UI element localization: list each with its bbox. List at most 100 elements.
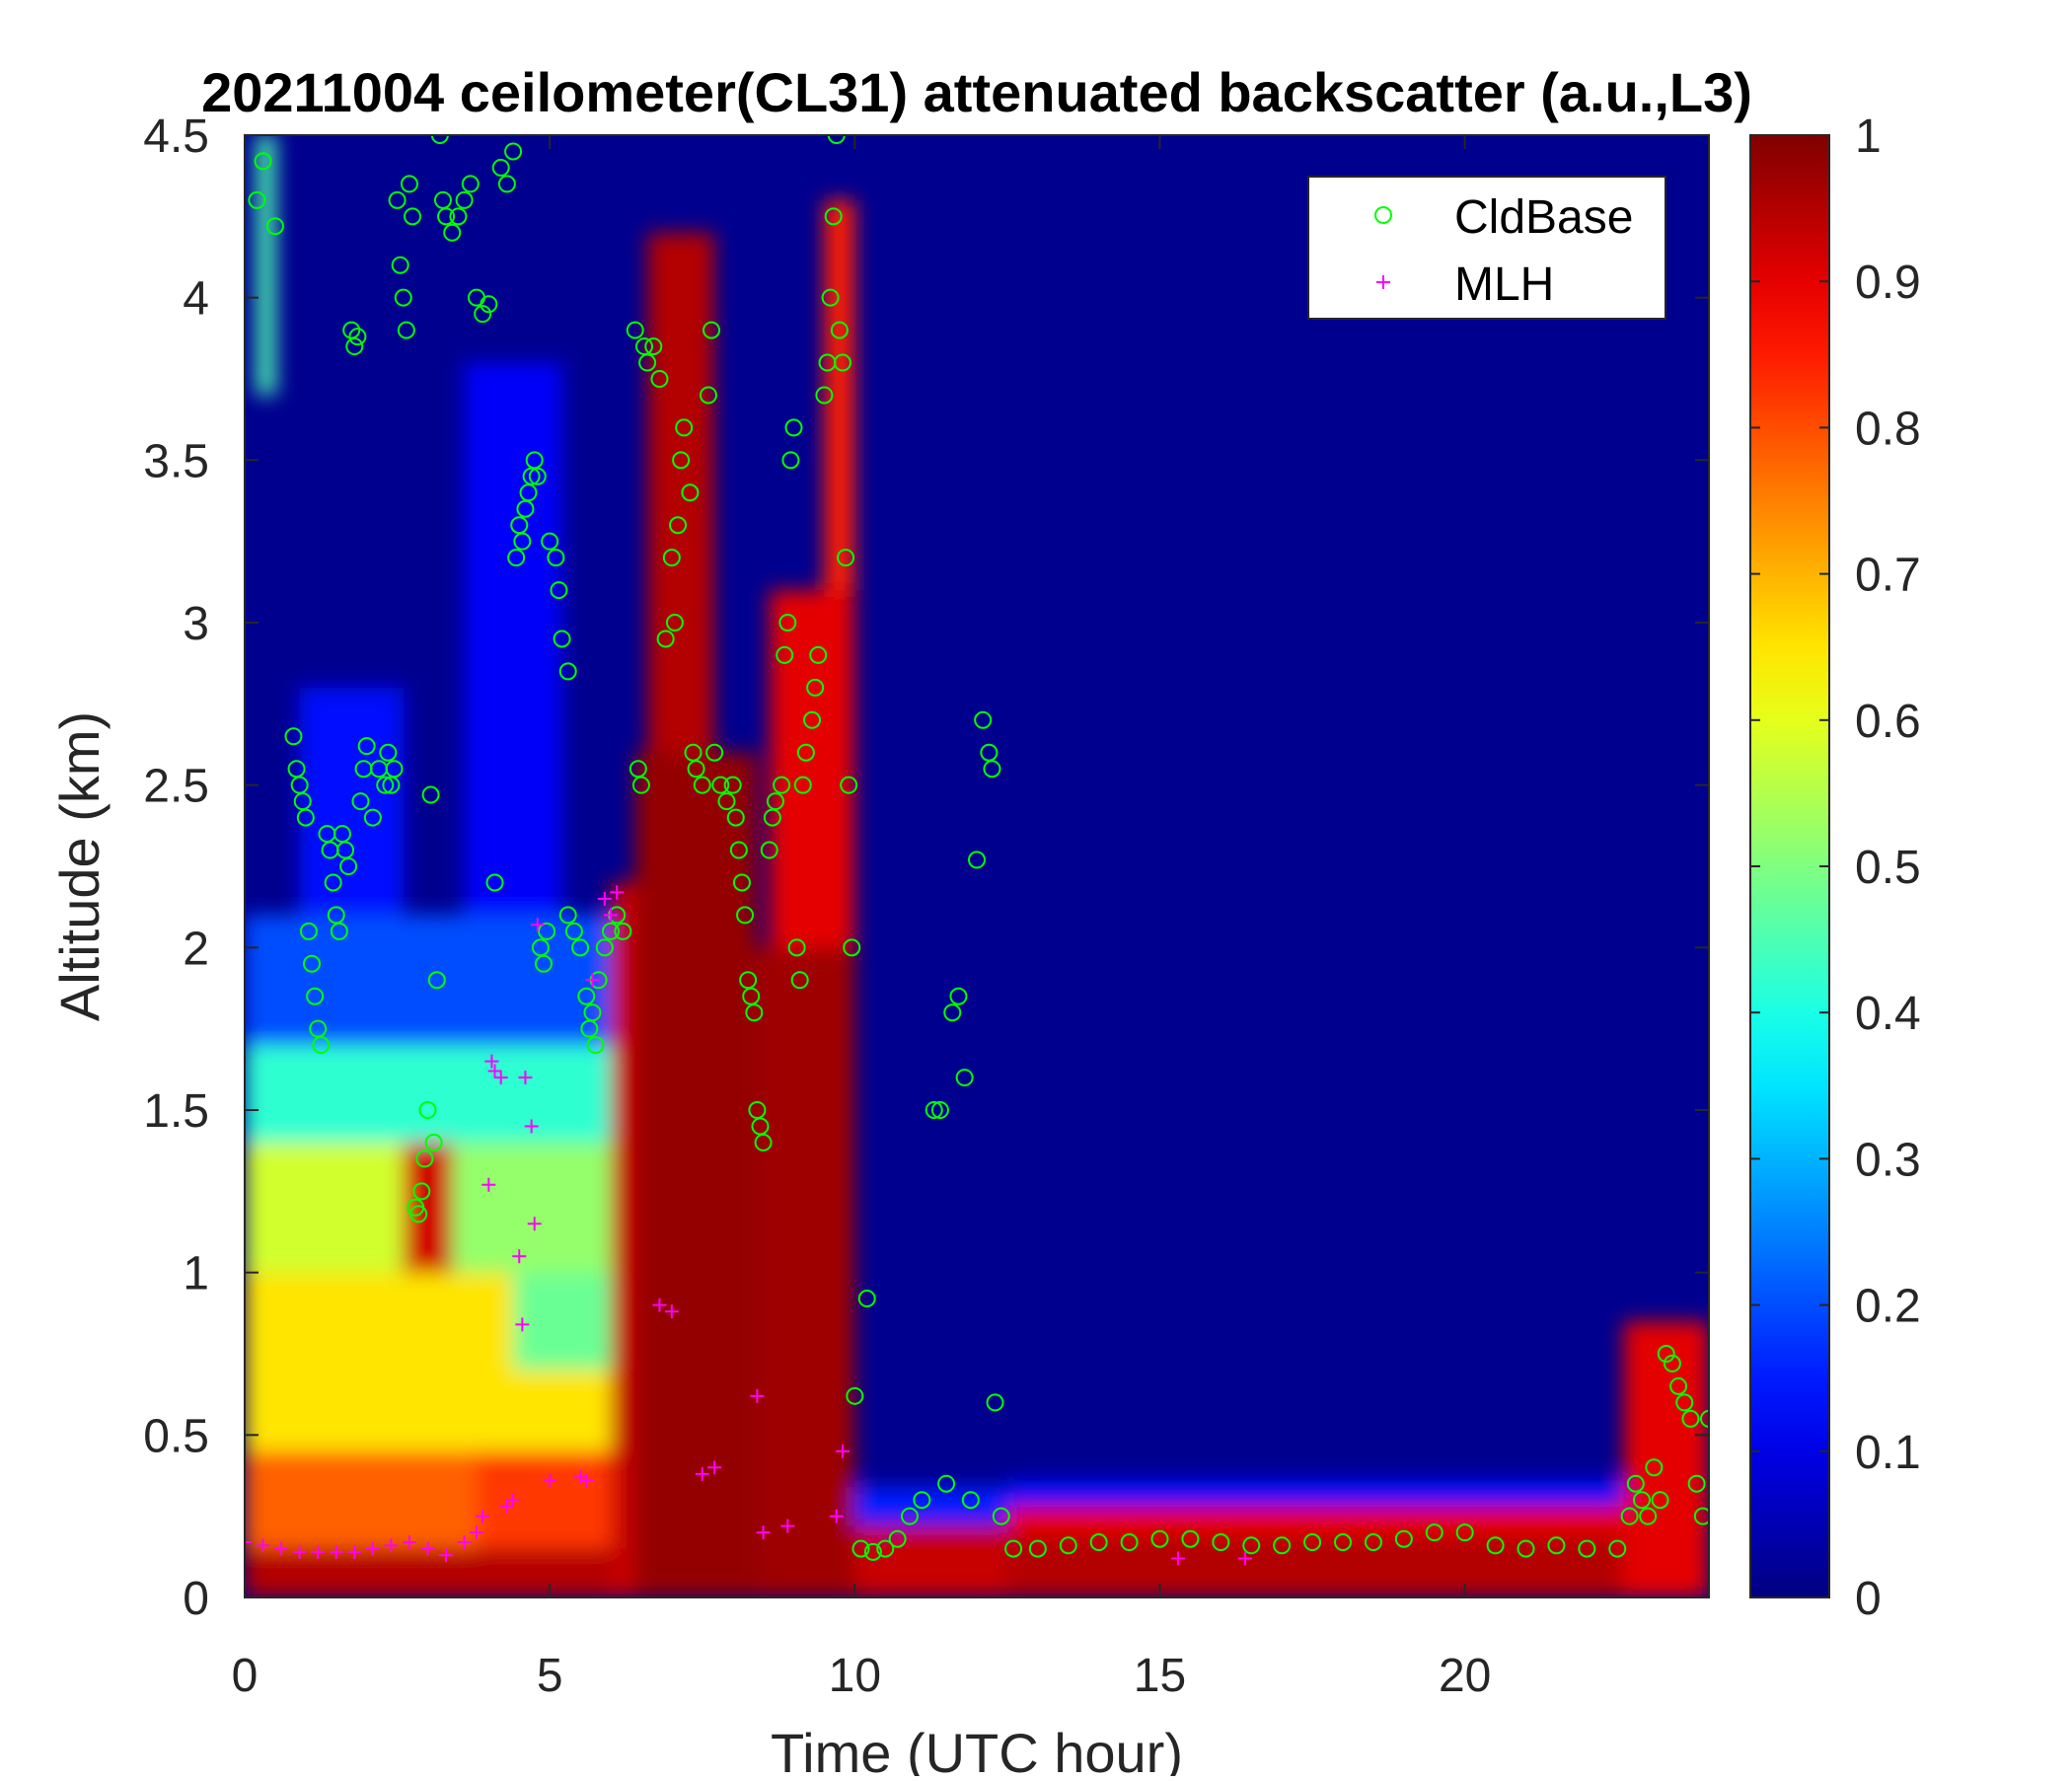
x-tick-label: 0	[232, 1650, 259, 1702]
mlh-point	[664, 1304, 679, 1319]
cldbase-point	[412, 1182, 431, 1201]
plot-frame	[244, 134, 1710, 1598]
mlh-point	[750, 1388, 765, 1403]
cldbase-point	[776, 645, 794, 664]
mlh-point	[597, 891, 612, 906]
cldbase-point	[635, 337, 654, 356]
cldbase-point	[394, 288, 412, 307]
cldbase-point	[404, 207, 422, 226]
heatmap-cell-24	[1623, 1321, 1709, 1597]
mlh-point	[512, 1249, 527, 1264]
cldbase-point	[583, 1003, 602, 1022]
cldbase-point	[433, 190, 452, 209]
cldbase-point	[531, 938, 550, 957]
mlh-point	[707, 1460, 722, 1475]
colorbar-ticks: 0 0.1 0.2 0.3 0.4 0.5 0.6 0.7 0.8 0.9 1	[1750, 111, 1921, 1625]
legend-cldbase-marker	[1374, 206, 1392, 224]
cldbase-point	[558, 662, 577, 681]
cldbase-point	[684, 743, 703, 762]
cldbase-point	[699, 386, 717, 405]
cldbase-point	[723, 776, 742, 794]
x-axis: 0 5 10 15 20	[232, 135, 1491, 1702]
cldbase-point	[830, 321, 849, 339]
cldbase-point	[968, 851, 986, 869]
cldbase-point	[1455, 1523, 1474, 1542]
mlh-series	[245, 885, 1253, 1566]
cldbase-point	[806, 678, 825, 697]
cldbase-point	[1181, 1529, 1200, 1548]
cldbase-point	[638, 353, 657, 372]
cldbase-point	[1303, 1533, 1322, 1552]
cldbase-point	[732, 873, 751, 892]
cldbase-point	[351, 792, 370, 811]
cldbase-point	[513, 532, 532, 551]
cldbase-point	[516, 499, 535, 518]
mlh-point	[311, 1544, 326, 1559]
cldbase-point	[687, 760, 705, 779]
cldbase-point	[824, 207, 843, 226]
cldbase-point	[474, 305, 492, 324]
mlh-point	[524, 1119, 539, 1134]
heatmap-cell-20	[854, 1487, 1007, 1526]
y-tick-label: 0.5	[143, 1410, 209, 1462]
cldbase-point	[324, 873, 342, 892]
mlh-point	[384, 1538, 399, 1553]
colorbar-tick-label: 0.3	[1855, 1134, 1921, 1186]
cldbase-point	[330, 922, 348, 940]
y-tick-label: 1	[183, 1248, 209, 1300]
cldbase-point	[504, 142, 523, 161]
cldbase-point	[363, 808, 382, 827]
cldbase-point	[443, 223, 462, 242]
cldbase-point	[974, 710, 993, 729]
colorbar-tick-label: 0.4	[1855, 988, 1921, 1040]
cldbase-point	[1700, 1409, 1709, 1428]
cldbase-point	[1334, 1533, 1352, 1552]
cldbase-point	[955, 1069, 974, 1087]
cldbase-point	[547, 549, 565, 567]
mlh-point	[476, 1509, 490, 1523]
cldbase-point	[614, 922, 632, 940]
mlh-point	[274, 1541, 289, 1556]
cldbase-point	[293, 792, 312, 811]
legend-cldbase-label: CldBase	[1454, 191, 1633, 244]
mlh-point	[1238, 1551, 1253, 1566]
cldbase-point	[1242, 1536, 1261, 1555]
cldbase-point	[1517, 1539, 1535, 1558]
cldbase-point	[595, 938, 614, 957]
cldbase-point	[631, 776, 650, 794]
cldbase-point	[843, 938, 861, 957]
cldbase-point	[662, 549, 681, 567]
mlh-point	[695, 1466, 709, 1481]
cldbase-point	[1120, 1533, 1139, 1552]
cldbase-point	[669, 516, 688, 535]
y-tick-label: 0	[183, 1573, 209, 1625]
heatmap-cell-2	[476, 1450, 611, 1549]
cldbase-point	[863, 1542, 882, 1561]
cldbase-point	[455, 190, 474, 209]
cldbase-point	[400, 175, 418, 193]
mlh-point	[493, 1071, 508, 1085]
cldbase-point	[726, 808, 745, 827]
heatmap-cell-9	[245, 915, 611, 1046]
cldbase-point	[1486, 1536, 1505, 1555]
y-tick-label: 3	[183, 598, 209, 650]
cldbase-point	[1394, 1529, 1413, 1548]
cldbase-point	[784, 418, 803, 437]
cldbase-point	[1693, 1507, 1709, 1525]
x-tick-label: 5	[537, 1650, 563, 1702]
mlh-point	[518, 1071, 533, 1085]
heatmap-cell-19	[854, 1525, 1007, 1597]
cldbase-point	[693, 776, 711, 794]
colorbar-tick-label: 0.1	[1855, 1427, 1921, 1479]
cldbase-point	[851, 1539, 870, 1558]
cldbase-point	[522, 467, 541, 485]
cldbase-point	[846, 1386, 864, 1405]
cldbase-point	[787, 938, 806, 957]
heatmap-cell-14	[634, 752, 758, 1597]
cldbase-point	[485, 873, 504, 892]
heatmap-cell-15	[647, 232, 715, 753]
cldbase-point	[833, 353, 851, 372]
cldbase-point	[1675, 1393, 1694, 1412]
mlh-point	[780, 1519, 795, 1533]
